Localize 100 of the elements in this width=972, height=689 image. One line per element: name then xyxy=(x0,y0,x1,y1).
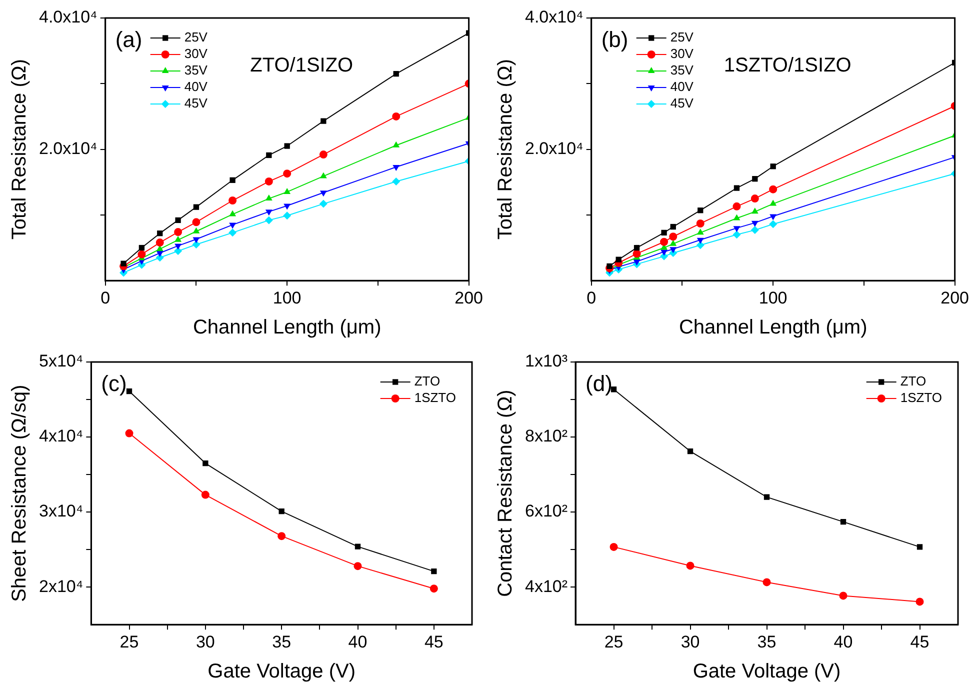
point xyxy=(192,237,200,244)
point xyxy=(284,143,290,149)
x-tick-label: 40 xyxy=(348,632,368,652)
point xyxy=(320,118,326,124)
point xyxy=(320,172,327,178)
y-tick-label: 5x10⁴ xyxy=(38,352,84,371)
point xyxy=(192,227,200,234)
point xyxy=(661,230,667,236)
point xyxy=(278,532,286,540)
point xyxy=(687,448,694,454)
y-tick-label: 4x10⁴ xyxy=(38,426,84,446)
point xyxy=(192,240,200,248)
point xyxy=(670,247,677,254)
point xyxy=(229,222,236,229)
point xyxy=(230,177,236,183)
x-axis-title: Channel Length (μm) xyxy=(678,316,868,339)
point xyxy=(138,244,145,251)
legend-label: 40V xyxy=(184,79,208,94)
point xyxy=(193,204,200,210)
x-tick-label: 45 xyxy=(424,632,444,652)
x-tick-label: 0 xyxy=(100,288,110,308)
x-axis-title: Gate Voltage (V) xyxy=(692,660,841,683)
point xyxy=(606,263,612,269)
point xyxy=(392,112,400,120)
y-tick-label: 8x10² xyxy=(524,426,568,446)
point xyxy=(839,592,848,600)
point xyxy=(751,208,758,214)
y-tick-label: 4.0x10⁴ xyxy=(524,8,584,27)
point xyxy=(616,256,622,262)
point xyxy=(634,244,640,251)
point xyxy=(192,218,200,226)
y-tick-label: 4x10² xyxy=(524,576,568,596)
point xyxy=(319,150,328,159)
point xyxy=(120,260,126,266)
x-tick-label: 25 xyxy=(120,632,139,652)
point xyxy=(762,578,771,586)
x-tick-label: 30 xyxy=(196,632,215,652)
point xyxy=(174,247,182,256)
point xyxy=(696,228,704,235)
point xyxy=(770,214,777,220)
point xyxy=(174,228,182,236)
point xyxy=(138,250,146,258)
point xyxy=(228,228,237,237)
point xyxy=(156,245,164,252)
point xyxy=(632,250,641,258)
y-axis-title: Total Resistance (Ω) xyxy=(494,59,517,240)
legend-label: 35V xyxy=(670,62,694,78)
point xyxy=(392,177,400,186)
point xyxy=(431,568,437,574)
x-tick-label: 0 xyxy=(586,288,596,308)
y-axis-title: Contact Resistance (Ω) xyxy=(494,390,517,597)
y-tick-label: 1x10³ xyxy=(524,352,568,371)
x-tick-label: 30 xyxy=(680,632,700,652)
point xyxy=(278,508,284,514)
point xyxy=(264,216,273,224)
point xyxy=(696,219,704,228)
point xyxy=(228,196,237,205)
point xyxy=(769,185,778,194)
point xyxy=(696,238,704,244)
legend-label: 30V xyxy=(670,46,694,62)
point xyxy=(732,202,741,210)
point xyxy=(157,230,163,236)
point xyxy=(174,236,182,242)
point xyxy=(732,230,741,239)
point xyxy=(430,584,438,593)
x-tick-label: 45 xyxy=(910,632,930,652)
y-tick-label: 4.0x10⁴ xyxy=(38,8,98,27)
point xyxy=(283,212,292,220)
x-tick-label: 200 xyxy=(454,288,484,308)
point xyxy=(770,164,776,170)
legend-label: 45V xyxy=(670,96,694,111)
legend-label: ZTO xyxy=(414,374,440,389)
annotation: (c) xyxy=(101,371,127,396)
point xyxy=(733,214,740,220)
x-tick-label: 100 xyxy=(272,288,302,308)
point xyxy=(670,224,676,230)
y-axis-title: Sheet Resistance (Ω/sq) xyxy=(8,384,31,602)
point xyxy=(125,429,134,438)
y-tick-label: 2.0x10⁴ xyxy=(524,138,584,158)
x-tick-label: 40 xyxy=(834,632,853,652)
legend-label: 25V xyxy=(184,30,208,45)
annotation: (a) xyxy=(115,27,142,52)
x-tick-label: 35 xyxy=(272,632,292,652)
point xyxy=(660,238,668,246)
point xyxy=(202,460,208,466)
point xyxy=(610,386,617,392)
y-tick-label: 2x10⁴ xyxy=(38,576,84,596)
point xyxy=(660,250,668,256)
point xyxy=(751,220,758,227)
annotation: ZTO/1SIZO xyxy=(250,54,354,77)
point xyxy=(175,217,181,224)
point xyxy=(686,562,694,570)
point xyxy=(769,220,778,228)
point xyxy=(320,190,327,197)
point xyxy=(156,251,164,258)
x-tick-label: 25 xyxy=(604,632,624,652)
point xyxy=(916,544,923,550)
point xyxy=(201,490,210,499)
point xyxy=(750,194,759,203)
legend-label: 1SZTO xyxy=(414,390,456,406)
